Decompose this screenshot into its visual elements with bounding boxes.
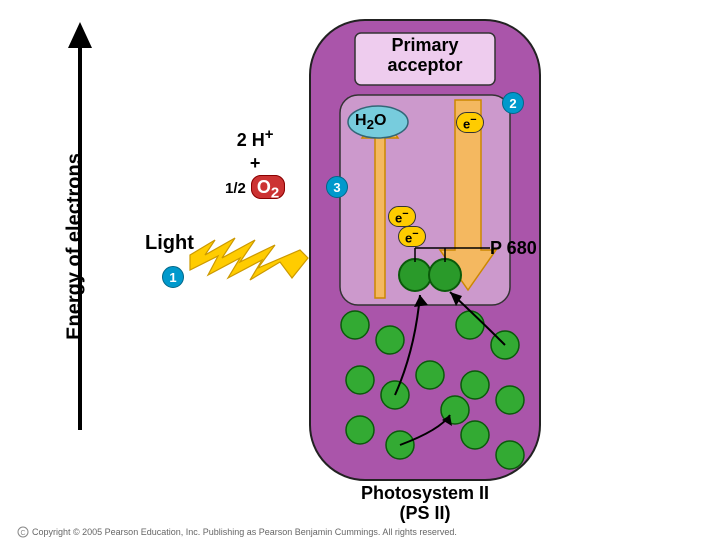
axis-label: Energy of electrons — [64, 137, 87, 357]
electron-top: e− — [456, 112, 484, 133]
copyright-text: Copyright © 2005 Pearson Education, Inc.… — [32, 527, 457, 537]
ps2-line1: Photosystem II — [361, 483, 489, 503]
light-label: Light — [145, 232, 194, 255]
electron-mid2: e− — [398, 226, 426, 247]
primary-acceptor-text1: Primary — [391, 35, 458, 55]
svg-text:C: C — [20, 530, 25, 537]
step-3-badge: 3 — [326, 176, 348, 198]
h2o-label: H2O — [355, 112, 386, 132]
electron-mid1: e− — [388, 206, 416, 227]
primary-acceptor-label: Primary acceptor — [355, 36, 495, 76]
diagram-canvas: C — [0, 0, 720, 540]
step-1-badge: 1 — [162, 266, 184, 288]
primary-acceptor-text2: acceptor — [387, 55, 462, 75]
ps2-line2: (PS II) — [399, 503, 450, 523]
ps2-caption: Photosystem II (PS II) — [320, 484, 530, 524]
water-split-products: 2 H+ + 1/2 O2 — [225, 125, 285, 203]
step-2-badge: 2 — [502, 92, 524, 114]
p680-label: P 680 — [490, 238, 537, 259]
